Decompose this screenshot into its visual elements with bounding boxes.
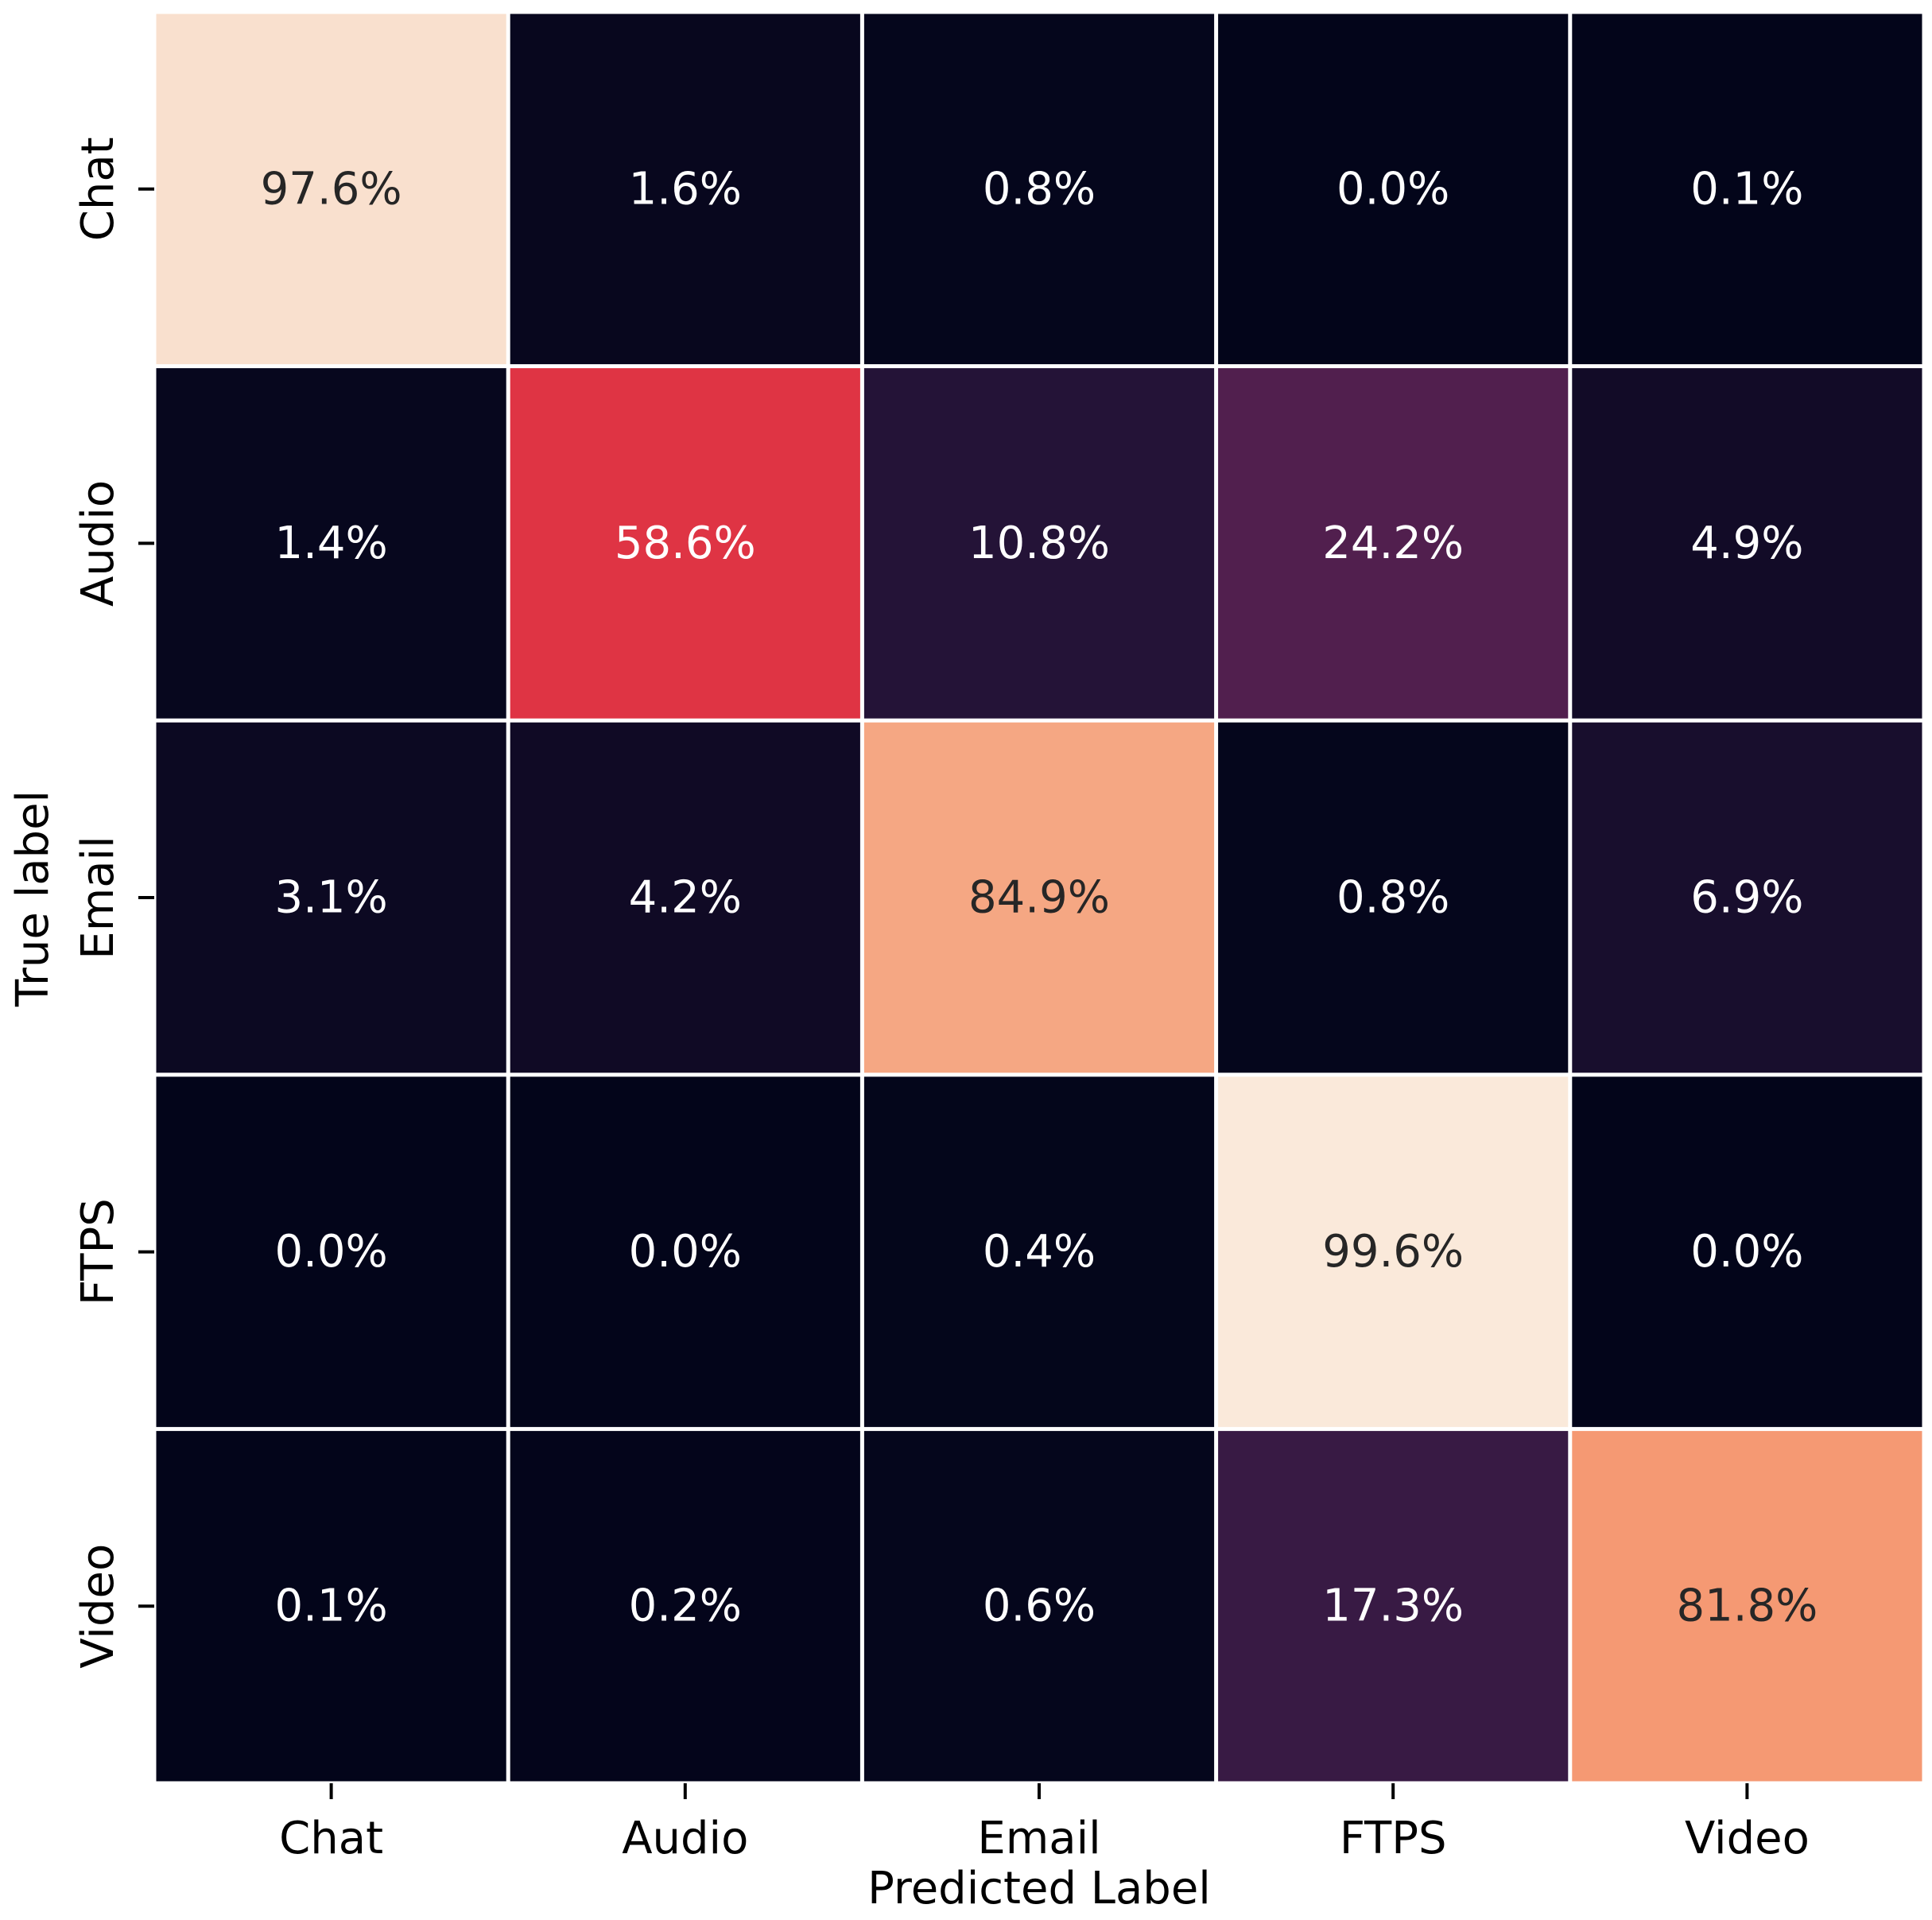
cell-audio-chat: [156, 368, 506, 719]
cell-label-email-ftps: 0.8%: [1336, 872, 1449, 924]
cell-label-chat-audio: 1.6%: [629, 163, 742, 215]
cell-email-ftps: [1218, 722, 1569, 1073]
cell-label-chat-ftps: 0.0%: [1336, 163, 1449, 215]
cell-email-audio: [510, 722, 860, 1073]
x-tick-label-audio: Audio: [622, 1813, 748, 1864]
cell-email-video: [1572, 722, 1922, 1073]
x-tick-label-email: Email: [977, 1813, 1100, 1864]
y-tick-label-audio: Audio: [72, 480, 124, 607]
cell-label-video-email: 0.6%: [983, 1581, 1096, 1632]
cell-video-video: [1572, 1430, 1922, 1782]
cell-chat-chat: [156, 14, 506, 365]
y-axis-ticks: Chat Audio Email FTPS Video: [72, 137, 154, 1669]
cell-audio-ftps: [1218, 368, 1569, 719]
cell-ftps-audio: [510, 1076, 860, 1427]
cell-label-audio-chat: 1.4%: [274, 518, 387, 569]
y-tick-label-ftps: FTPS: [72, 1198, 124, 1305]
cell-label-ftps-email: 0.4%: [983, 1226, 1096, 1278]
cell-video-chat: [156, 1430, 506, 1782]
cell-label-email-video: 6.9%: [1690, 872, 1803, 924]
cell-chat-email: [863, 14, 1215, 365]
cell-video-ftps: [1218, 1430, 1569, 1782]
cell-label-video-chat: 0.1%: [274, 1581, 387, 1632]
cell-label-audio-video: 4.9%: [1690, 518, 1803, 569]
cell-label-ftps-video: 0.0%: [1690, 1226, 1803, 1278]
x-tick-label-chat: Chat: [279, 1813, 383, 1864]
cell-label-chat-video: 0.1%: [1690, 163, 1803, 215]
y-axis-title: True label: [7, 790, 59, 1007]
cell-audio-audio: [510, 368, 860, 719]
cell-label-email-chat: 3.1%: [274, 872, 387, 924]
cell-ftps-ftps: [1218, 1076, 1569, 1427]
cell-label-chat-chat: 97.6%: [261, 163, 402, 215]
cell-video-email: [863, 1430, 1215, 1782]
y-tick-label-email: Email: [72, 836, 124, 959]
cell-video-audio: [510, 1430, 860, 1782]
x-tick-label-video: Video: [1685, 1813, 1810, 1864]
x-tick-label-ftps: FTPS: [1340, 1813, 1447, 1864]
cell-chat-video: [1572, 14, 1922, 365]
cell-ftps-video: [1572, 1076, 1922, 1427]
cell-label-video-video: 81.8%: [1676, 1581, 1818, 1632]
cell-label-ftps-audio: 0.0%: [629, 1226, 742, 1278]
cell-label-video-ftps: 17.3%: [1322, 1581, 1464, 1632]
cell-label-ftps-ftps: 99.6%: [1322, 1226, 1464, 1278]
cell-label-ftps-chat: 0.0%: [274, 1226, 387, 1278]
y-tick-label-chat: Chat: [72, 137, 124, 241]
cell-chat-audio: [510, 14, 860, 365]
cell-label-audio-ftps: 24.2%: [1322, 518, 1464, 569]
cell-value-labels: 97.6% 1.6% 0.8% 0.0% 0.1% 1.4% 58.6% 10.8% 24.2%…: [261, 163, 1818, 1631]
heatmap-cells: [156, 14, 1922, 1782]
cell-chat-ftps: [1218, 14, 1569, 365]
cell-label-video-audio: 0.2%: [629, 1581, 742, 1632]
cell-ftps-chat: [156, 1076, 506, 1427]
cell-audio-video: [1572, 368, 1922, 719]
y-tick-label-video: Video: [72, 1544, 124, 1669]
x-axis-ticks: Chat Audio Email FTPS Video: [279, 1783, 1810, 1864]
cell-label-audio-audio: 58.6%: [615, 518, 756, 569]
cell-email-chat: [156, 722, 506, 1073]
cell-ftps-email: [863, 1076, 1215, 1427]
x-axis-title: Predicted Label: [867, 1863, 1211, 1914]
cell-label-audio-email: 10.8%: [968, 518, 1110, 569]
cell-email-email: [863, 722, 1215, 1073]
cell-label-email-email: 84.9%: [968, 872, 1110, 924]
cell-label-email-audio: 4.2%: [629, 872, 742, 924]
cell-label-chat-email: 0.8%: [983, 163, 1096, 215]
cell-audio-email: [863, 368, 1215, 719]
